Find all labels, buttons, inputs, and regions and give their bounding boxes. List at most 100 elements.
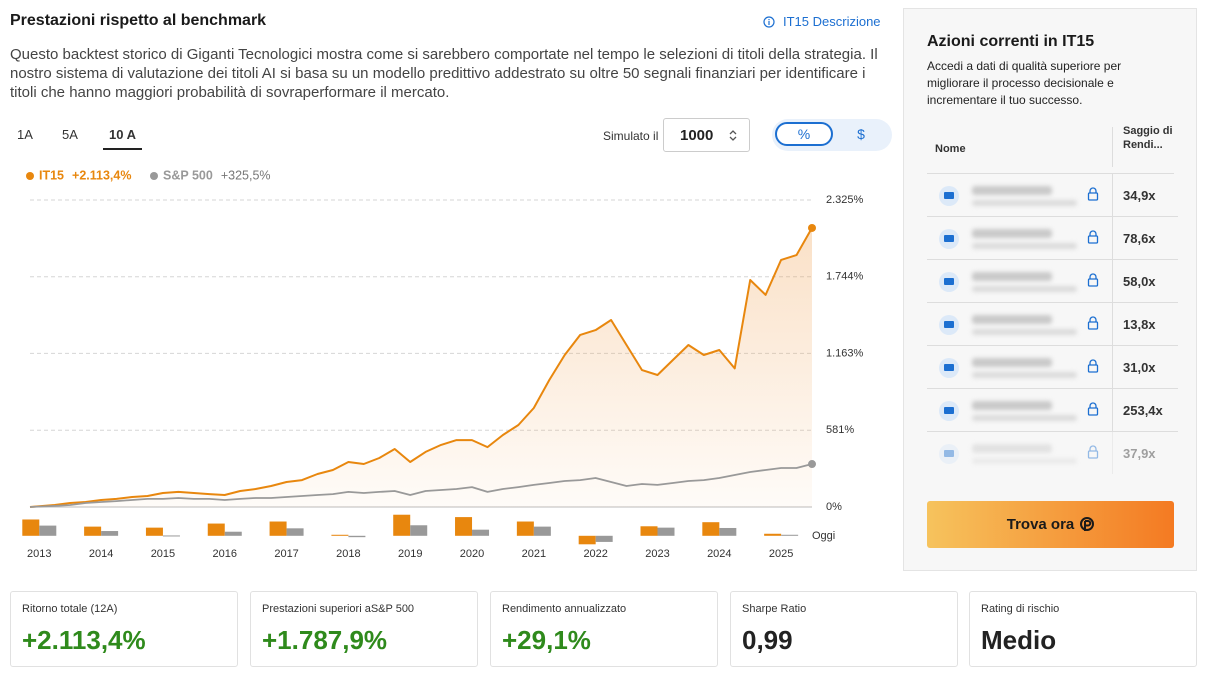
- bar: [84, 526, 102, 536]
- simulator-label: Simulato il: [603, 129, 659, 143]
- yield-value: 58,0x: [1123, 274, 1156, 289]
- stat-card: Prestazioni superiori aS&P 500 +1.787,9%: [250, 591, 478, 667]
- lock-shape: [1089, 402, 1097, 408]
- stock-icon: [939, 315, 959, 335]
- stat-card: Sharpe Ratio 0,99: [730, 591, 958, 667]
- bar: [410, 525, 428, 536]
- bar: [533, 526, 551, 536]
- legend-total: +325,5%: [221, 168, 271, 182]
- lock-body: [1087, 450, 1099, 459]
- panel-subtitle: Accedi a dati di qualità superiore per m…: [927, 59, 1122, 107]
- description-link[interactable]: IT15 Descrizione: [763, 14, 881, 29]
- legend-label: S&P 500: [163, 168, 213, 182]
- amount-input[interactable]: 1000: [663, 118, 750, 152]
- column-header: Nome: [935, 143, 966, 155]
- lock-body: [1087, 364, 1099, 373]
- holdings-panel: Azioni correnti in IT15 Accedi a dati di…: [903, 8, 1197, 571]
- lock-icon[interactable]: [1087, 402, 1099, 416]
- x-tick-label: 2013: [27, 548, 51, 560]
- column-divider: [1112, 127, 1113, 167]
- stat-label: Prestazioni superiori aS&P 500: [262, 603, 415, 615]
- lock-body: [1087, 235, 1099, 244]
- lock-icon[interactable]: [1087, 273, 1099, 287]
- blurred-name: [972, 186, 1052, 195]
- bar: [764, 533, 782, 536]
- panel-title: Azioni correnti in IT15: [927, 33, 1095, 50]
- stat-value: Medio: [981, 625, 1057, 655]
- bar: [516, 521, 534, 536]
- blurred-subname: [972, 286, 1077, 292]
- line: [29, 227, 813, 508]
- yield-value: 13,8x: [1123, 317, 1156, 332]
- period-tab[interactable]: 1A: [17, 127, 33, 142]
- column-divider: [1112, 346, 1113, 388]
- bar: [595, 535, 613, 542]
- lock-shape: [1089, 316, 1097, 322]
- bar: [578, 535, 596, 545]
- bar: [207, 523, 225, 536]
- stock-icon: [939, 229, 959, 249]
- period-tab[interactable]: 5A: [62, 127, 78, 142]
- line: [29, 463, 813, 508]
- bar: [331, 534, 349, 536]
- stat-label: Ritorno totale (12A): [22, 603, 118, 615]
- stat-value: 0,99: [742, 625, 793, 655]
- stat-label: Sharpe Ratio: [742, 603, 807, 615]
- lock-body: [1087, 407, 1099, 416]
- bar: [781, 534, 799, 536]
- lock-icon[interactable]: [1087, 230, 1099, 244]
- stock-icon: [939, 358, 959, 378]
- find-button[interactable]: Trova ora: [927, 501, 1174, 548]
- blurred-name: [972, 401, 1052, 410]
- x-tick-label: 2016: [213, 548, 237, 560]
- legend-dot: [26, 172, 34, 180]
- lock-icon[interactable]: [1087, 359, 1099, 373]
- holding-row: 31,0x: [927, 346, 1178, 389]
- holding-row: 13,8x: [927, 303, 1178, 346]
- lock-shape: [1089, 187, 1097, 193]
- x-tick-label: 2014: [89, 548, 113, 560]
- yield-value: 34,9x: [1123, 188, 1156, 203]
- lock-shape: [1089, 230, 1097, 236]
- bar: [286, 528, 304, 536]
- x-tick-label: 2021: [522, 548, 546, 560]
- legend-dot: [150, 172, 158, 180]
- lock-icon[interactable]: [1087, 316, 1099, 330]
- y-tick-label: 1.163%: [826, 347, 864, 359]
- holding-row: 78,6x: [927, 217, 1178, 260]
- bar: [162, 535, 180, 537]
- lock-icon[interactable]: [1087, 187, 1099, 201]
- holding-row: 34,9x: [927, 174, 1178, 217]
- stat-label: Rating di rischio: [981, 603, 1060, 615]
- bar: [657, 527, 675, 536]
- bar: [348, 535, 366, 538]
- stat-value: +29,1%: [502, 625, 591, 655]
- link-text[interactable]: IT15 Descrizione: [783, 14, 881, 29]
- blurred-subname: [972, 329, 1077, 335]
- bar: [455, 517, 473, 536]
- lock-shape: [1089, 359, 1097, 365]
- lock-icon[interactable]: [1087, 445, 1099, 459]
- x-tick-label: 2023: [645, 548, 669, 560]
- lock-body: [1087, 278, 1099, 287]
- toggle-dollar[interactable]: $: [857, 126, 865, 142]
- bar: [22, 519, 40, 536]
- stepper-icon[interactable]: [728, 129, 738, 142]
- period-tab-active[interactable]: 10 A: [103, 127, 142, 150]
- stock-icon: [939, 186, 959, 206]
- yield-value: 253,4x: [1123, 403, 1163, 418]
- amount-value[interactable]: 1000: [680, 127, 714, 144]
- stat-label: Rendimento annualizzato: [502, 603, 627, 615]
- stock-icon: [939, 401, 959, 421]
- end-point: [808, 460, 816, 469]
- button-text[interactable]: Trova ora: [1006, 516, 1075, 533]
- stat-card: Ritorno totale (12A) +2.113,4%: [10, 591, 238, 667]
- toggle-percent[interactable]: %: [775, 122, 833, 146]
- column-divider: [1112, 389, 1113, 431]
- unit-toggle: % $: [772, 119, 892, 151]
- blurred-name: [972, 272, 1052, 281]
- blurred-name: [972, 315, 1052, 324]
- y-tick-label: 0%: [826, 501, 842, 513]
- description: Questo backtest storico di Giganti Tecno…: [10, 46, 878, 101]
